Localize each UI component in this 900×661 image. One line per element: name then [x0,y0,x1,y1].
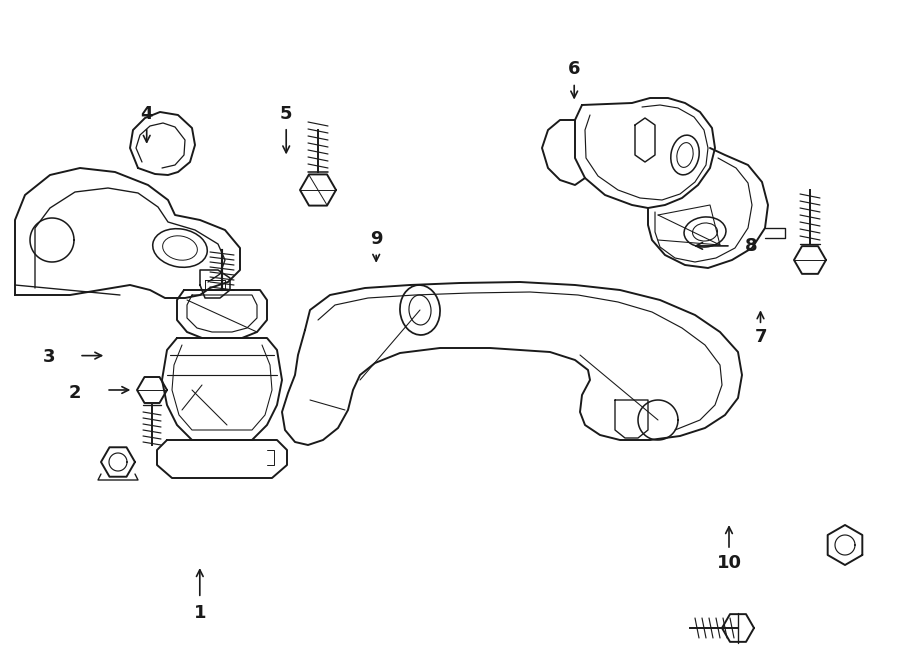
Text: 1: 1 [194,604,206,623]
Text: 9: 9 [370,230,382,249]
Text: 3: 3 [42,348,55,366]
Text: 6: 6 [568,60,580,79]
Text: 10: 10 [716,554,742,572]
Text: 2: 2 [68,384,81,403]
Text: 8: 8 [745,237,758,255]
Text: 7: 7 [754,328,767,346]
Text: 5: 5 [280,104,292,123]
Text: 4: 4 [140,104,153,123]
